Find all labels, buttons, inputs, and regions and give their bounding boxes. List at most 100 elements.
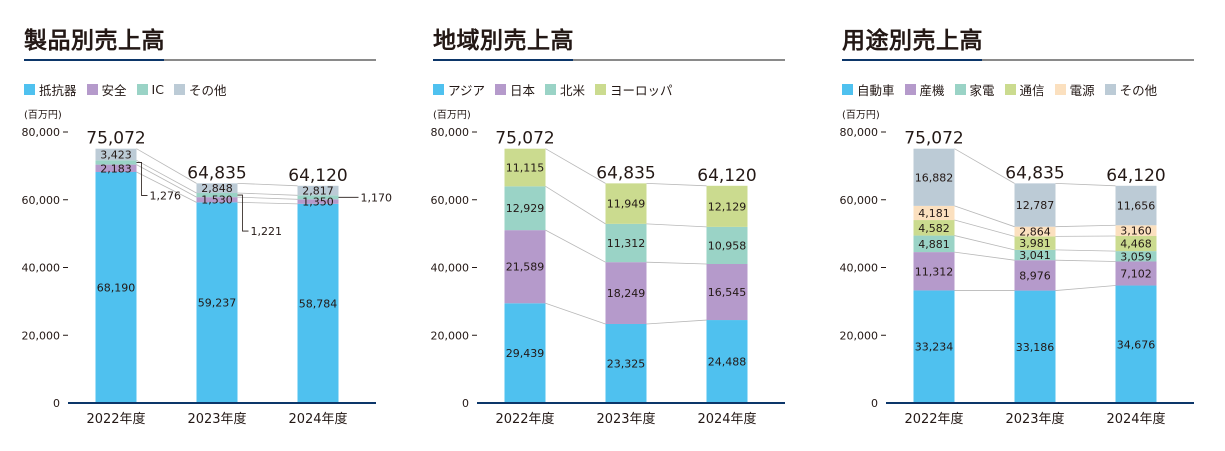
y-tick-label: 40,000 [22,262,61,275]
legend-swatch [173,84,185,95]
connector-line [136,148,197,184]
bar-segment [913,235,955,253]
connector-line [237,182,298,187]
legend-label: 抵抗器 [39,83,77,98]
data-label: 1,170 [361,191,393,204]
legend-item: 安全 [86,80,127,99]
legend-label: 北米 [560,83,586,98]
y-tick-label: 40,000 [840,262,879,275]
legend-item: その他 [1104,80,1157,99]
data-label: 11,312 [915,265,954,278]
bar-segment [706,226,748,265]
total-label: 64,120 [1106,166,1165,186]
bar-segment [504,230,546,304]
connector-line [646,319,707,325]
legend-item: ヨーロッパ [595,80,673,99]
data-label: 11,115 [506,162,545,175]
data-label: 4,881 [918,238,950,251]
bar-segment [196,193,238,198]
data-label: 4,582 [918,222,950,235]
bar-segment [1115,185,1157,226]
y-tick-label: 60,000 [840,194,879,207]
total-label: 64,835 [596,163,655,183]
data-label: 4,468 [1120,238,1152,251]
x-tick-label: 2023年度 [187,411,246,427]
unit-label: (百万円) [842,110,880,121]
connector-line [1055,259,1116,262]
connector-line [1055,182,1116,187]
legend-swatch [1004,84,1016,95]
legend-label: 通信 [1019,83,1045,98]
data-label: 10,958 [708,239,747,252]
legend-item: IC [136,80,164,99]
data-label: 3,981 [1019,237,1051,250]
x-tick-label: 2022年度 [86,411,145,427]
connector-line [954,251,1015,261]
x-tick-label: 2022年度 [904,411,963,427]
bar-chart-svg: 0 20,000 40,000 60,000 80,000 33,234 33,186 34,… [840,126,1194,427]
legend-label: 電源 [1069,83,1095,98]
data-label: 12,129 [708,200,747,213]
legend-label: ヨーロッパ [610,83,673,98]
legend-item: 家電 [954,80,995,99]
bar-segment [706,185,748,227]
legend-item: 日本 [495,80,535,99]
connector-line [646,223,707,228]
connector-line [954,235,1015,251]
data-label: 11,949 [607,198,646,211]
bar-segment [1115,235,1157,252]
legend-swatch [1054,84,1066,95]
bar-segment [297,195,339,200]
connector-line [954,219,1015,237]
data-label: 2,817 [302,185,334,198]
data-label: 16,882 [915,171,954,184]
x-tick-label: 2024年度 [288,411,347,427]
connector-line [1055,285,1116,291]
total-label: 75,072 [495,129,554,149]
data-label: 2,864 [1019,226,1051,239]
connector-line [136,171,197,203]
data-label: 4,181 [918,207,950,220]
title-underline [433,59,785,61]
legend-swatch [545,84,557,95]
unit-label: (百万円) [24,110,62,121]
bar-segment [913,290,955,403]
y-tick-label: 80,000 [431,126,470,139]
x-tick-label: 2023年度 [596,411,655,427]
legend-swatch [86,84,98,95]
data-label: 3,423 [100,148,132,161]
data-label: 68,190 [97,282,136,295]
y-tick-label: 40,000 [431,262,470,275]
bar-segment [196,183,238,194]
legend-swatch [433,84,444,95]
legend-item: 北米 [545,80,585,99]
y-tick-label: 80,000 [840,126,879,139]
legend-swatch [495,84,507,95]
total-label: 64,835 [187,163,246,183]
y-tick-label: 20,000 [431,329,470,342]
data-label: 34,676 [1117,338,1156,351]
total-label: 64,120 [697,166,756,186]
connector-line [646,261,707,265]
bar-segment [1115,261,1157,286]
connector-line [1055,249,1116,252]
bar-segment [95,160,137,165]
bar-segment [196,197,238,203]
data-label: 3,059 [1120,250,1152,263]
leader-line [136,162,148,196]
title-underline [24,59,376,61]
data-label: 29,439 [506,347,545,360]
data-label: 12,787 [1016,199,1055,212]
connector-line [954,205,1015,228]
bar-segment [1115,225,1157,236]
connector-line [954,148,1015,184]
legend-item: 産機 [904,80,945,99]
bar-segment [1014,236,1056,250]
total-label: 75,072 [86,129,145,149]
legend-label: 家電 [969,83,995,98]
connector-line [646,182,707,187]
bar-segment [706,320,748,403]
legend-swatch [842,84,853,95]
bar-chart-svg: 0 20,000 40,000 60,000 80,000 29,439 23,325 24,… [431,126,785,427]
legend-swatch [595,84,607,95]
